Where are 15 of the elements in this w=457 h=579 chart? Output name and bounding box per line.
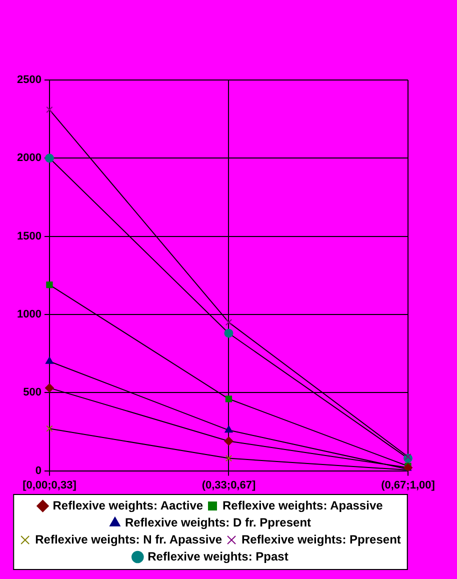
legend-label: Reflexive weights: N fr. Apassive <box>35 532 222 546</box>
y-tick-label: 2500 <box>16 74 42 86</box>
legend-label: Reflexive weights: Aactive <box>52 498 204 512</box>
y-tick-label: 1500 <box>16 230 42 242</box>
y-tick-label: 0 <box>35 464 42 477</box>
x-tick-label: (0,67;1,00] <box>381 479 436 492</box>
x-tick-label: (0,33;0,67] <box>202 479 256 492</box>
y-tick-label: 500 <box>23 386 42 399</box>
x-tick-label: [0,00;0,33] <box>22 479 77 492</box>
y-tick-label: 2000 <box>16 152 42 164</box>
legend-label: Reflexive weights: D fr. Ppresent <box>124 515 312 530</box>
y-tick-label: 1000 <box>16 308 42 321</box>
legend-label: Reflexive weights: Apassive <box>222 498 384 512</box>
legend-label: Reflexive weights: Ppast <box>148 549 288 564</box>
legend-label: Reflexive weights: Ppresent <box>242 532 401 546</box>
